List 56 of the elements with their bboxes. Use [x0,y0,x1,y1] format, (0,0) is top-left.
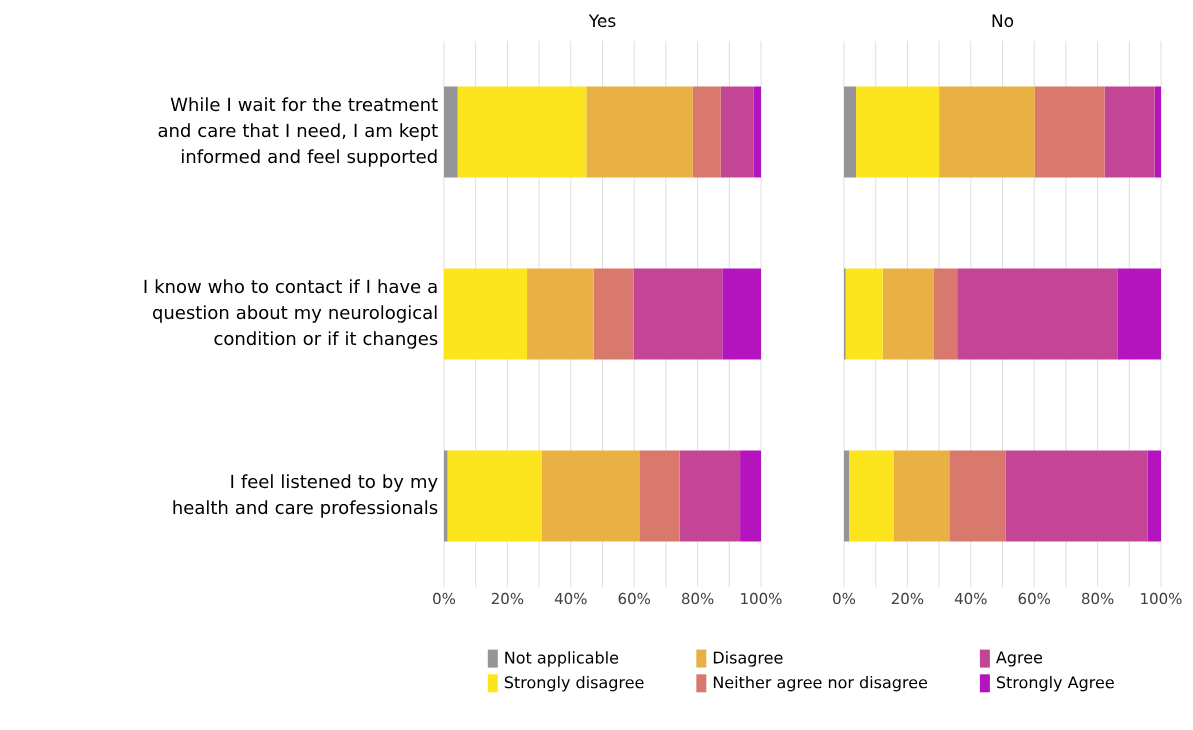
bar [933,268,958,360]
x-tick-label: 60% [618,592,651,605]
y-tick-label: I know who to contact if I have a question about my neurological condition or if it changes [144,279,438,349]
x-tick-label: 40% [554,592,587,605]
chart-title: Yes [588,14,616,28]
x-tick-label: 80% [1081,592,1114,605]
x-tick-label: 100% [1141,592,1182,605]
bar [527,268,594,360]
bar [893,450,950,542]
y-tick-label: I feel listened to by my health and care professionals [173,474,438,518]
bar [939,86,1035,178]
bar [692,86,721,178]
bar [753,86,761,178]
x-tick-label: 0% [833,592,856,605]
x-tick-label: 0% [433,592,456,605]
x-tick-label: 20% [491,592,524,605]
legend-label: Strongly Agree [996,675,1114,692]
bar [1154,86,1161,178]
bar [882,268,934,360]
x-tick-label: 40% [954,592,987,605]
bar [679,450,741,542]
bar [957,268,1118,360]
bar [633,268,723,360]
bar [849,450,894,542]
bar [1104,86,1155,178]
bar [1034,86,1105,178]
legend-label: Strongly disagree [504,675,644,692]
bar [845,268,883,360]
bar [949,450,1006,542]
bar [1117,268,1161,360]
x-tick-label: 20% [891,592,924,605]
y-tick-label: While I wait for the treatment and care that I need, I am kept informed and feel supported [158,97,438,167]
legend-label: Disagree [713,651,783,667]
bar [586,86,693,178]
x-tick-label: 80% [681,592,714,605]
x-tick-label: 100% [741,592,782,605]
chart-title: No [992,14,1014,28]
bar [720,86,754,178]
bar [844,450,850,542]
legend-label: Agree [996,651,1043,667]
bar [444,86,458,178]
bar [1147,450,1161,542]
legend-label: Not applicable [505,651,619,667]
x-tick-label: 60% [1018,592,1051,605]
bar [722,268,761,360]
bar [457,86,587,178]
bar [740,450,761,542]
bar [1005,450,1148,542]
bar [844,86,857,178]
bar [447,450,542,542]
legend-label: Neither agree nor disagree [713,675,928,692]
bar [541,450,640,542]
bar [856,86,940,178]
bar [444,268,528,360]
bar [593,268,634,360]
bar [639,450,680,542]
